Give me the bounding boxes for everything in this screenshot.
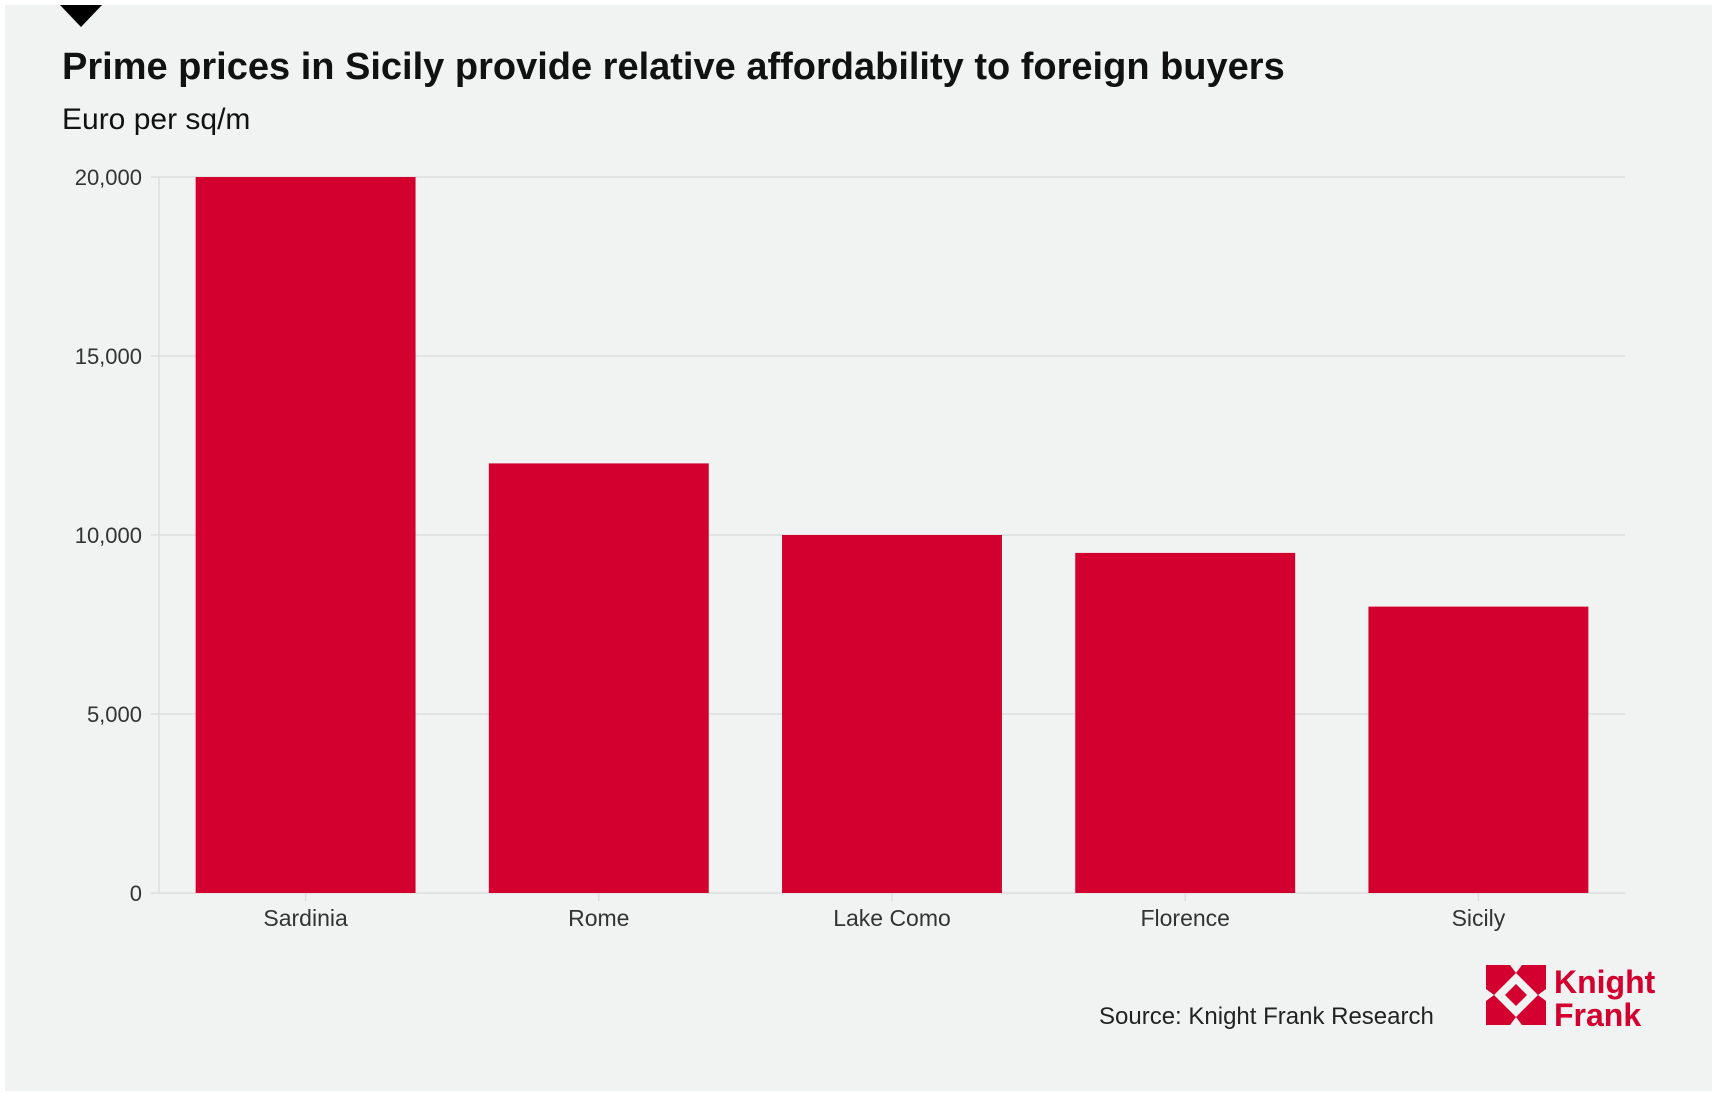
bar-lake-como <box>782 535 1002 893</box>
chart-subtitle: Euro per sq/m <box>62 103 251 136</box>
y-tick-label: 10,000 <box>75 523 142 548</box>
triangle-marker-icon <box>60 5 102 27</box>
svg-text:Knight: Knight <box>1554 965 1656 1000</box>
knight-frank-logo: Knight Frank <box>1486 965 1656 1029</box>
bar-florence <box>1075 552 1296 893</box>
x-tick-label: Rome <box>568 905 629 931</box>
x-tick-label: Florence <box>1140 905 1229 931</box>
y-tick-label: 0 <box>130 881 142 906</box>
y-tick-label: 15,000 <box>75 344 142 369</box>
bar-sicily <box>1368 606 1589 893</box>
bar-rome <box>488 463 709 893</box>
source-note: Source: Knight Frank Research <box>1099 1003 1434 1030</box>
y-tick-label: 20,000 <box>75 165 142 190</box>
x-tick-label: Sicily <box>1452 905 1506 931</box>
x-tick-label: Lake Como <box>833 905 951 931</box>
svg-text:Frank: Frank <box>1554 997 1641 1029</box>
chart-title: Prime prices in Sicily provide relative … <box>62 46 1285 88</box>
x-tick-label: Sardinia <box>263 905 348 931</box>
bar-sardinia <box>195 177 416 893</box>
y-tick-label: 5,000 <box>87 702 142 727</box>
